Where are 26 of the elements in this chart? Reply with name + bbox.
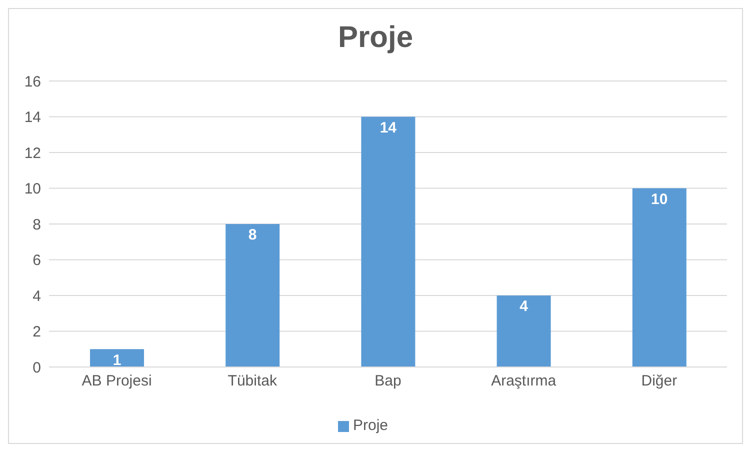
- data-label: 8: [248, 226, 257, 244]
- x-tick-label: Araştırma: [491, 372, 557, 390]
- y-tick-label: 8: [32, 216, 41, 234]
- y-tick-label: 10: [24, 180, 41, 198]
- bar: [226, 224, 280, 367]
- x-tick-label: Diğer: [641, 372, 678, 390]
- y-tick-label: 4: [32, 288, 41, 305]
- chart-title: Proje: [336, 20, 414, 56]
- x-tick-label: Tübitak: [228, 372, 278, 390]
- x-tick-label: AB Projesi: [82, 372, 152, 390]
- y-tick-label: 14: [24, 109, 41, 126]
- bar: [632, 188, 686, 367]
- y-tick-label: 12: [24, 144, 41, 162]
- y-tick-label: 2: [32, 324, 41, 341]
- bar: [90, 349, 144, 367]
- x-tick-label: Bap: [374, 372, 402, 390]
- data-label: 10: [651, 190, 668, 208]
- y-tick-label: 16: [24, 73, 41, 90]
- bar: [496, 296, 551, 367]
- data-label: 4: [520, 298, 529, 316]
- bar: [361, 116, 416, 367]
- data-label: 14: [380, 119, 398, 136]
- y-tick-label: 0: [32, 359, 41, 376]
- legend-label: Proje: [352, 417, 388, 434]
- y-tick-label: 6: [32, 252, 41, 270]
- data-label: 1: [112, 352, 122, 369]
